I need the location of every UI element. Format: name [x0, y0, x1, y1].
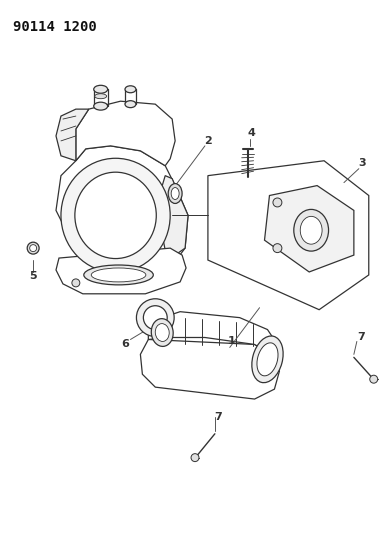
Text: 7: 7	[214, 412, 222, 422]
Ellipse shape	[61, 158, 170, 272]
Text: 2: 2	[204, 136, 212, 146]
Ellipse shape	[125, 86, 136, 93]
Text: 5: 5	[29, 271, 37, 281]
Polygon shape	[56, 109, 89, 161]
Text: 3: 3	[358, 158, 366, 168]
Ellipse shape	[151, 319, 173, 346]
Ellipse shape	[273, 244, 282, 253]
Polygon shape	[56, 146, 188, 275]
Polygon shape	[264, 185, 354, 272]
Ellipse shape	[294, 209, 328, 251]
Ellipse shape	[370, 375, 378, 383]
Ellipse shape	[91, 268, 146, 282]
Ellipse shape	[143, 306, 167, 329]
Ellipse shape	[171, 188, 179, 199]
Ellipse shape	[252, 336, 283, 383]
Ellipse shape	[155, 324, 169, 342]
Ellipse shape	[125, 101, 136, 108]
Polygon shape	[208, 161, 369, 310]
Ellipse shape	[300, 216, 322, 244]
Text: 6: 6	[122, 340, 129, 350]
Text: 7: 7	[357, 333, 365, 343]
Polygon shape	[140, 340, 280, 399]
Ellipse shape	[27, 242, 39, 254]
Ellipse shape	[273, 198, 282, 207]
Ellipse shape	[168, 183, 182, 204]
Ellipse shape	[257, 343, 278, 376]
Ellipse shape	[95, 94, 107, 99]
Ellipse shape	[94, 102, 108, 110]
Ellipse shape	[75, 172, 156, 259]
Text: 1: 1	[228, 336, 236, 346]
Ellipse shape	[84, 265, 153, 285]
Ellipse shape	[72, 279, 80, 287]
Polygon shape	[56, 248, 186, 294]
Ellipse shape	[136, 299, 174, 336]
Polygon shape	[148, 312, 280, 372]
Ellipse shape	[191, 454, 199, 462]
Text: 4: 4	[248, 128, 256, 138]
Ellipse shape	[94, 85, 108, 93]
Ellipse shape	[30, 245, 37, 252]
Polygon shape	[76, 101, 175, 166]
Text: 90114 1200: 90114 1200	[13, 20, 97, 34]
Polygon shape	[162, 176, 188, 255]
